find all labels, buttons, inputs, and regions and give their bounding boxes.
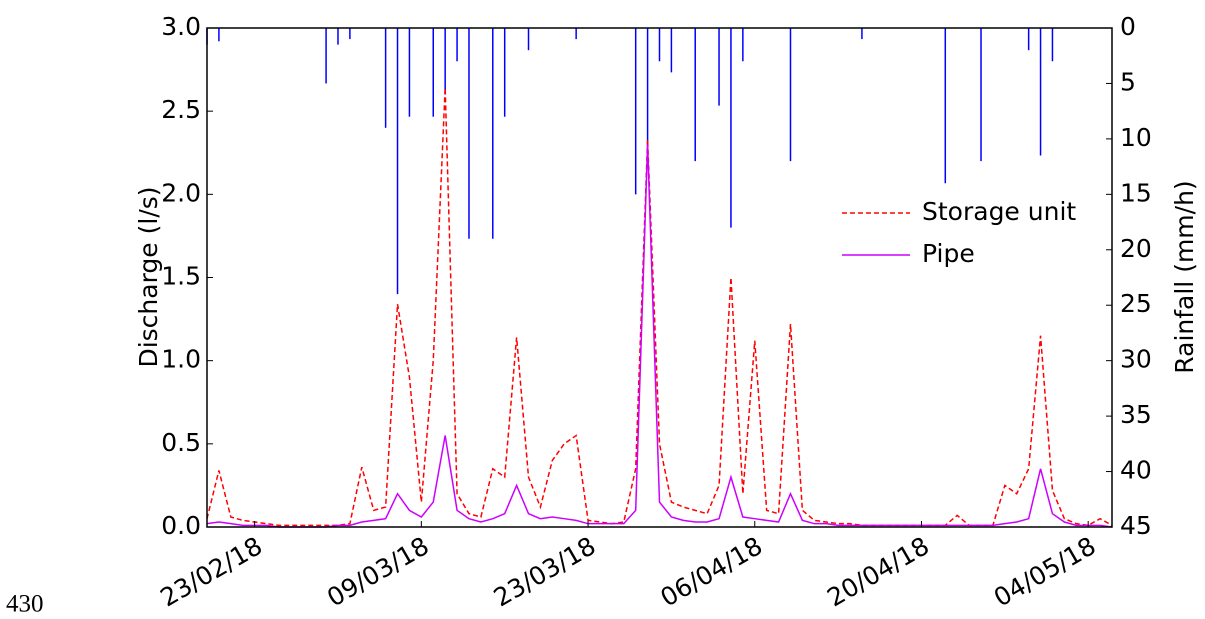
- y-tick-label: 1.0: [161, 345, 201, 374]
- legend-label: Storage unit: [922, 197, 1076, 226]
- y2-tick-label: 35: [1120, 400, 1152, 429]
- x-tick-label: 09/03/18: [322, 531, 434, 612]
- plot-frame: [206, 27, 1113, 528]
- x-tick-label: 06/04/18: [656, 531, 768, 612]
- y-tick-label: 0.5: [161, 428, 201, 457]
- y2-tick-label: 25: [1120, 289, 1152, 318]
- y-tick-label: 1.5: [161, 262, 201, 291]
- y2-tick-label: 40: [1120, 456, 1152, 485]
- line: [206, 144, 1113, 528]
- y2-tick-label: 10: [1120, 123, 1152, 152]
- y2-tick-label: 0: [1120, 12, 1136, 41]
- x-tick-label: 20/04/18: [822, 531, 934, 612]
- x-tick-label: 23/03/18: [489, 531, 601, 612]
- x-tick-label: 04/05/18: [989, 531, 1101, 612]
- y2-tick-label: 30: [1120, 345, 1152, 374]
- y-tick-label: 2.0: [161, 178, 201, 207]
- y2-tick-label: 5: [1120, 67, 1136, 96]
- annotation: 430: [6, 591, 44, 618]
- y2-tick-label: 20: [1120, 234, 1152, 263]
- line: [206, 87, 1113, 527]
- y-axis-label: Discharge (l/s): [134, 186, 163, 367]
- y2-tick-label: 15: [1120, 178, 1152, 207]
- y2-axis-label: Rainfall (mm/h): [1170, 180, 1199, 373]
- legend-label: Pipe: [922, 239, 975, 268]
- y-tick-label: 3.0: [161, 12, 201, 41]
- y2-tick-label: 45: [1120, 511, 1152, 540]
- y-tick-label: 0.0: [161, 511, 201, 540]
- x-tick-label: 23/02/18: [155, 531, 267, 612]
- y-tick-label: 2.5: [161, 95, 201, 124]
